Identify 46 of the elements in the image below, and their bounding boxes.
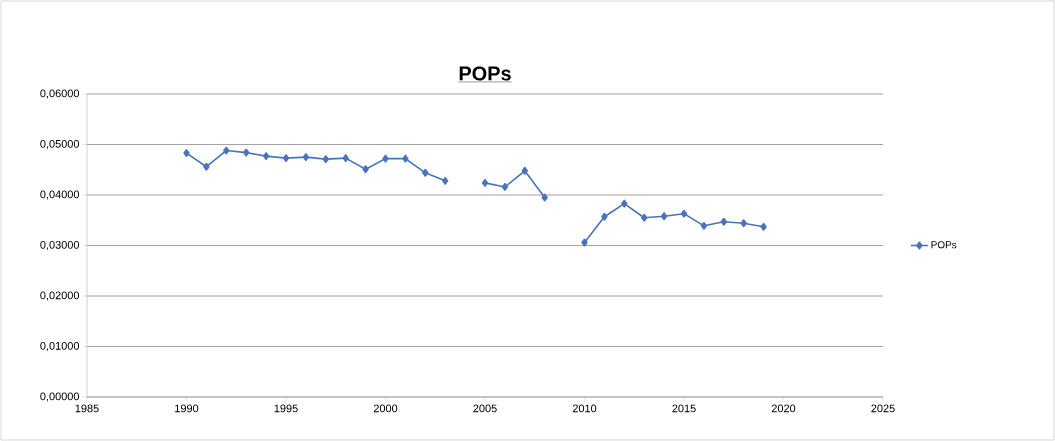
point [262, 152, 270, 161]
point [362, 165, 369, 174]
point [501, 182, 509, 191]
point [382, 154, 389, 163]
x-tick-label: 2005 [473, 404, 497, 413]
y-tick-label: 0,02000 [40, 291, 80, 301]
point [720, 217, 727, 226]
point [402, 154, 409, 163]
y-tick-label: 0,04000 [40, 190, 80, 200]
point [521, 166, 528, 175]
point [760, 222, 767, 231]
chart-title: POPs [459, 66, 511, 81]
point [442, 176, 449, 185]
x-tick-label: 1990 [175, 404, 199, 413]
x-tick-label: 2000 [373, 404, 398, 413]
point [183, 149, 190, 158]
point [680, 209, 688, 218]
legend-label: POPs [931, 241, 957, 249]
y-tick-label: 0,03000 [40, 240, 80, 251]
y-tick-label: 0,00000 [40, 392, 80, 402]
point [601, 212, 608, 221]
point [481, 178, 489, 187]
point [541, 193, 548, 202]
x-tick-label: 2025 [871, 404, 895, 413]
point [223, 146, 230, 155]
x-tick-label: 1985 [75, 404, 99, 413]
point [641, 213, 648, 222]
y-tick-label: 0,06000 [40, 89, 80, 99]
point [621, 199, 628, 208]
x-tick-label: 1995 [274, 404, 298, 413]
point [422, 168, 429, 177]
point [342, 154, 349, 163]
y-tick-label: 0,01000 [40, 341, 80, 352]
point [243, 148, 250, 157]
x-tick-label: 2020 [771, 404, 796, 413]
x-tick-label: 2010 [572, 404, 597, 413]
point [581, 238, 588, 247]
point [302, 153, 310, 162]
point [322, 155, 329, 164]
point [740, 219, 747, 228]
point [660, 212, 668, 221]
x-tick-label: 2015 [672, 404, 696, 413]
y-tick-label: 0,05000 [40, 139, 80, 150]
point [700, 221, 708, 230]
point [203, 162, 210, 171]
point [282, 154, 290, 163]
